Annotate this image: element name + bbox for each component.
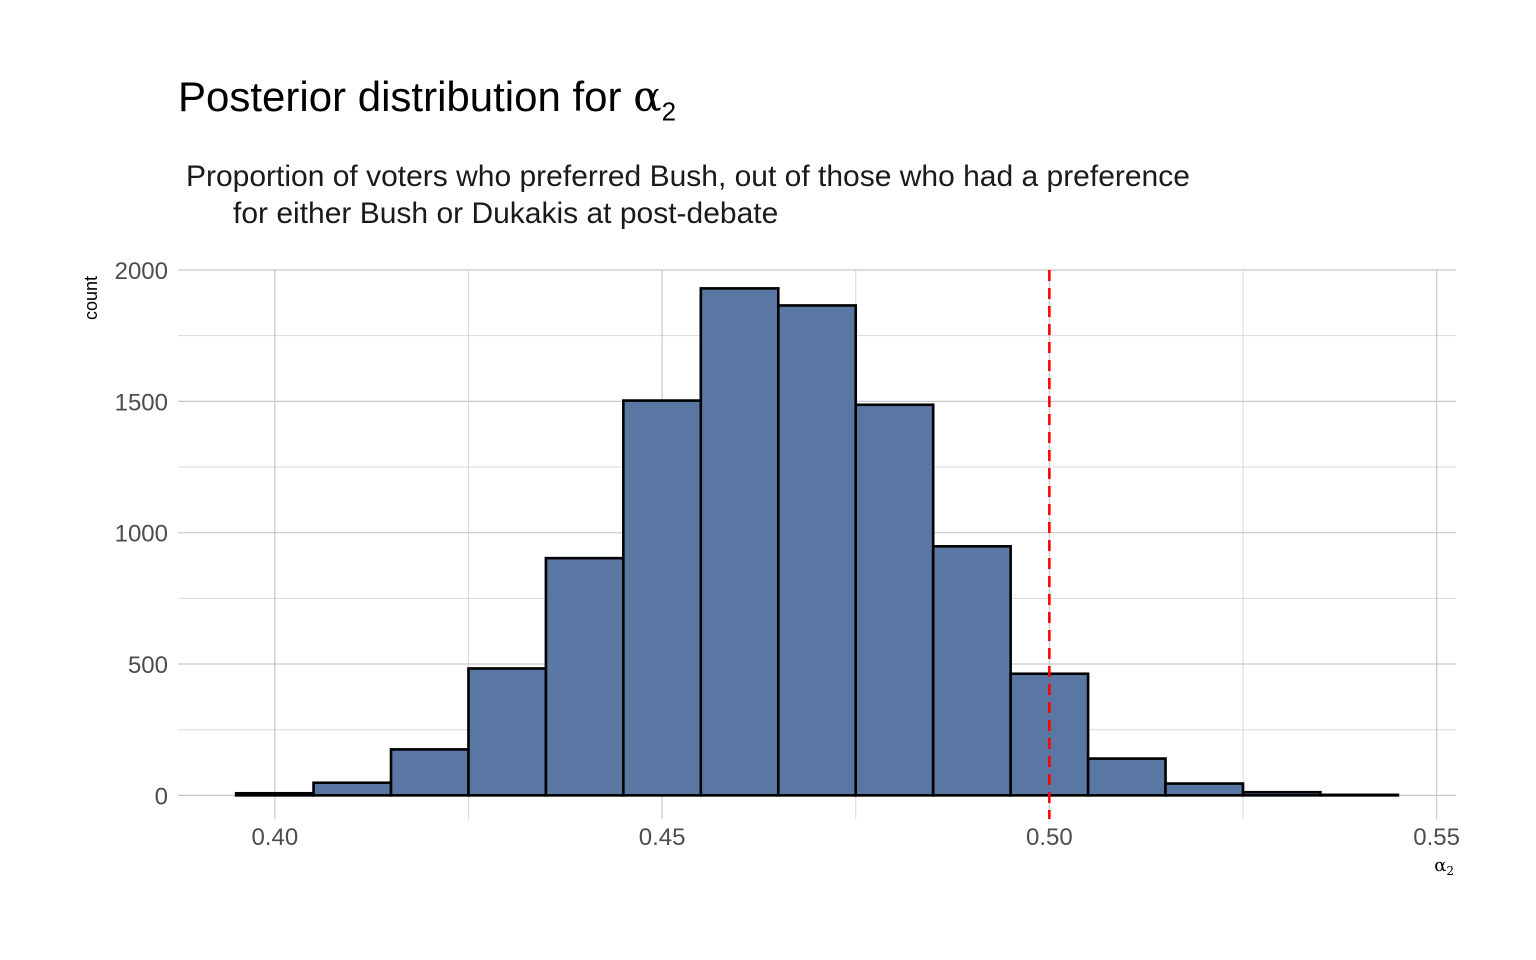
histogram-bar bbox=[776, 304, 858, 797]
histogram-bar bbox=[699, 287, 780, 797]
chart-subtitle-line2: for either Bush or Dukakis at post-debat… bbox=[233, 197, 779, 230]
y-tick-label: 0 bbox=[155, 783, 168, 810]
x-axis-ticks: 0.40 0.45 0.50 0.55 bbox=[251, 824, 1460, 851]
histogram-bar bbox=[1164, 782, 1245, 797]
x-tick-label: 0.55 bbox=[1413, 824, 1460, 851]
histogram-bar bbox=[1086, 757, 1167, 797]
x-tick-label: 0.45 bbox=[639, 824, 686, 851]
x-tick-label: 0.50 bbox=[1026, 824, 1073, 851]
y-axis-ticks: 0 500 1000 1500 2000 bbox=[115, 258, 168, 810]
histogram-bars bbox=[234, 287, 1400, 797]
chart-title-text: Posterior distribution for bbox=[178, 73, 634, 120]
histogram-bar bbox=[1241, 790, 1322, 797]
histogram-bar bbox=[544, 556, 625, 797]
chart-subtitle-line1: Proportion of voters who preferred Bush,… bbox=[186, 160, 1190, 193]
histogram-bar bbox=[312, 781, 393, 797]
histogram-bar bbox=[854, 403, 935, 797]
chart-title-symbol: α bbox=[633, 72, 662, 121]
histogram-bar bbox=[467, 667, 548, 797]
y-tick-label: 2000 bbox=[115, 258, 168, 285]
y-tick-label: 500 bbox=[128, 652, 168, 679]
histogram-bar bbox=[931, 545, 1012, 797]
histogram-bar bbox=[389, 748, 470, 797]
x-axis-title: α2 bbox=[1434, 855, 1454, 878]
chart-title: Posterior distribution for α2 bbox=[178, 72, 676, 127]
histogram-bar bbox=[1319, 793, 1400, 797]
chart-subtitle: Proportion of voters who preferred Bush,… bbox=[186, 158, 1190, 232]
y-tick-label: 1500 bbox=[115, 389, 168, 416]
x-tick-label: 0.40 bbox=[251, 824, 298, 851]
x-axis-title-subscript: 2 bbox=[1446, 864, 1454, 878]
chart-title-subscript: 2 bbox=[661, 96, 677, 127]
y-axis-title: count bbox=[81, 276, 101, 320]
histogram-bar bbox=[234, 791, 315, 797]
x-axis-title-symbol: α bbox=[1434, 855, 1446, 876]
histogram-bar bbox=[622, 399, 703, 797]
y-tick-label: 1000 bbox=[115, 521, 168, 548]
